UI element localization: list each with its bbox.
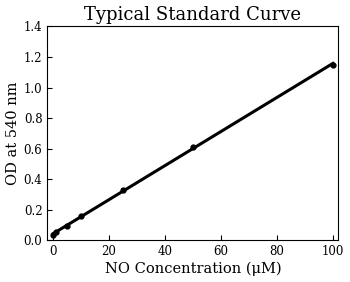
- Title: Typical Standard Curve: Typical Standard Curve: [84, 6, 301, 24]
- X-axis label: NO Concentration (μM): NO Concentration (μM): [105, 262, 281, 276]
- Y-axis label: OD at 540 nm: OD at 540 nm: [6, 81, 20, 185]
